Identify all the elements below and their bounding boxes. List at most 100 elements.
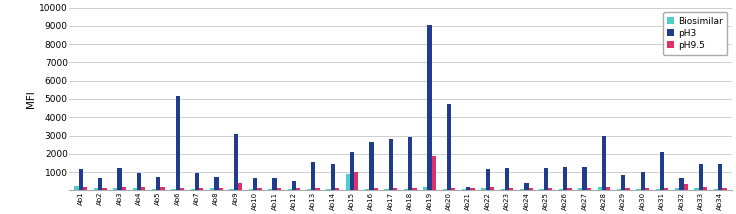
Bar xyxy=(442,189,447,190)
Bar xyxy=(645,189,649,190)
Bar xyxy=(466,187,470,190)
Bar xyxy=(393,189,397,190)
Bar xyxy=(277,188,281,190)
Bar xyxy=(684,184,688,190)
Bar xyxy=(354,172,358,190)
Bar xyxy=(598,187,602,190)
Bar xyxy=(447,104,451,190)
Bar xyxy=(137,173,141,190)
Bar xyxy=(171,189,176,190)
Bar xyxy=(316,189,319,190)
Bar xyxy=(621,175,626,190)
Bar xyxy=(617,189,621,190)
Bar xyxy=(346,174,350,190)
Bar xyxy=(637,189,640,190)
Bar xyxy=(544,168,548,190)
Bar xyxy=(563,168,567,190)
Bar xyxy=(214,177,219,190)
Bar xyxy=(296,188,300,190)
Bar xyxy=(412,189,417,190)
Bar xyxy=(326,189,330,190)
Bar xyxy=(160,187,165,190)
Bar xyxy=(335,188,339,190)
Bar xyxy=(698,164,703,190)
Bar xyxy=(578,188,582,190)
Bar xyxy=(520,189,524,190)
Bar xyxy=(548,189,552,190)
Bar xyxy=(180,188,184,190)
Bar xyxy=(490,187,494,190)
Bar xyxy=(272,178,277,190)
Bar xyxy=(307,189,311,190)
Bar xyxy=(118,168,121,190)
Bar xyxy=(640,172,645,190)
Bar xyxy=(249,189,253,190)
Bar xyxy=(253,178,258,190)
Bar xyxy=(330,164,335,190)
Bar xyxy=(660,152,664,190)
Bar xyxy=(311,162,316,190)
Bar xyxy=(365,189,369,190)
Bar xyxy=(113,188,118,190)
Bar xyxy=(582,166,587,190)
Bar xyxy=(505,168,509,190)
Bar xyxy=(695,188,698,190)
Bar xyxy=(152,189,156,190)
Bar xyxy=(93,189,98,190)
Bar xyxy=(389,139,393,190)
Bar xyxy=(626,188,630,190)
Bar xyxy=(602,135,606,190)
Bar xyxy=(528,189,533,190)
Bar xyxy=(98,178,102,190)
Bar xyxy=(233,134,238,190)
Bar xyxy=(291,181,296,190)
Bar xyxy=(481,188,486,190)
Bar xyxy=(524,183,528,190)
Bar xyxy=(288,189,291,190)
Bar xyxy=(559,189,563,190)
Bar xyxy=(408,137,412,190)
Bar xyxy=(462,189,466,190)
Bar xyxy=(238,183,242,190)
Bar xyxy=(219,188,223,190)
Bar xyxy=(121,187,126,190)
Bar xyxy=(74,186,79,190)
Bar xyxy=(404,189,408,190)
Y-axis label: MFI: MFI xyxy=(26,90,36,108)
Bar xyxy=(384,189,389,190)
Bar xyxy=(451,189,456,190)
Bar xyxy=(656,189,660,190)
Bar xyxy=(539,189,544,190)
Bar xyxy=(470,189,475,190)
Legend: Biosimilar, pH3, pH9.5: Biosimilar, pH3, pH9.5 xyxy=(662,12,727,55)
Bar xyxy=(428,25,432,190)
Bar xyxy=(258,189,261,190)
Bar xyxy=(132,188,137,190)
Bar xyxy=(486,169,490,190)
Bar xyxy=(664,189,668,190)
Bar xyxy=(509,188,514,190)
Bar xyxy=(714,189,718,190)
Bar xyxy=(369,142,374,190)
Bar xyxy=(374,189,378,190)
Bar xyxy=(83,187,87,190)
Bar xyxy=(675,188,679,190)
Bar xyxy=(230,189,233,190)
Bar xyxy=(195,173,199,190)
Bar xyxy=(718,164,722,190)
Bar xyxy=(141,187,145,190)
Bar xyxy=(268,189,272,190)
Bar xyxy=(156,177,160,190)
Bar xyxy=(703,187,707,190)
Bar xyxy=(500,189,505,190)
Bar xyxy=(722,188,726,190)
Bar xyxy=(102,188,107,190)
Bar xyxy=(423,187,428,190)
Bar xyxy=(176,96,180,190)
Bar xyxy=(210,188,214,190)
Bar xyxy=(567,189,572,190)
Bar xyxy=(587,189,591,190)
Bar xyxy=(191,189,195,190)
Bar xyxy=(432,156,436,190)
Bar xyxy=(199,189,203,190)
